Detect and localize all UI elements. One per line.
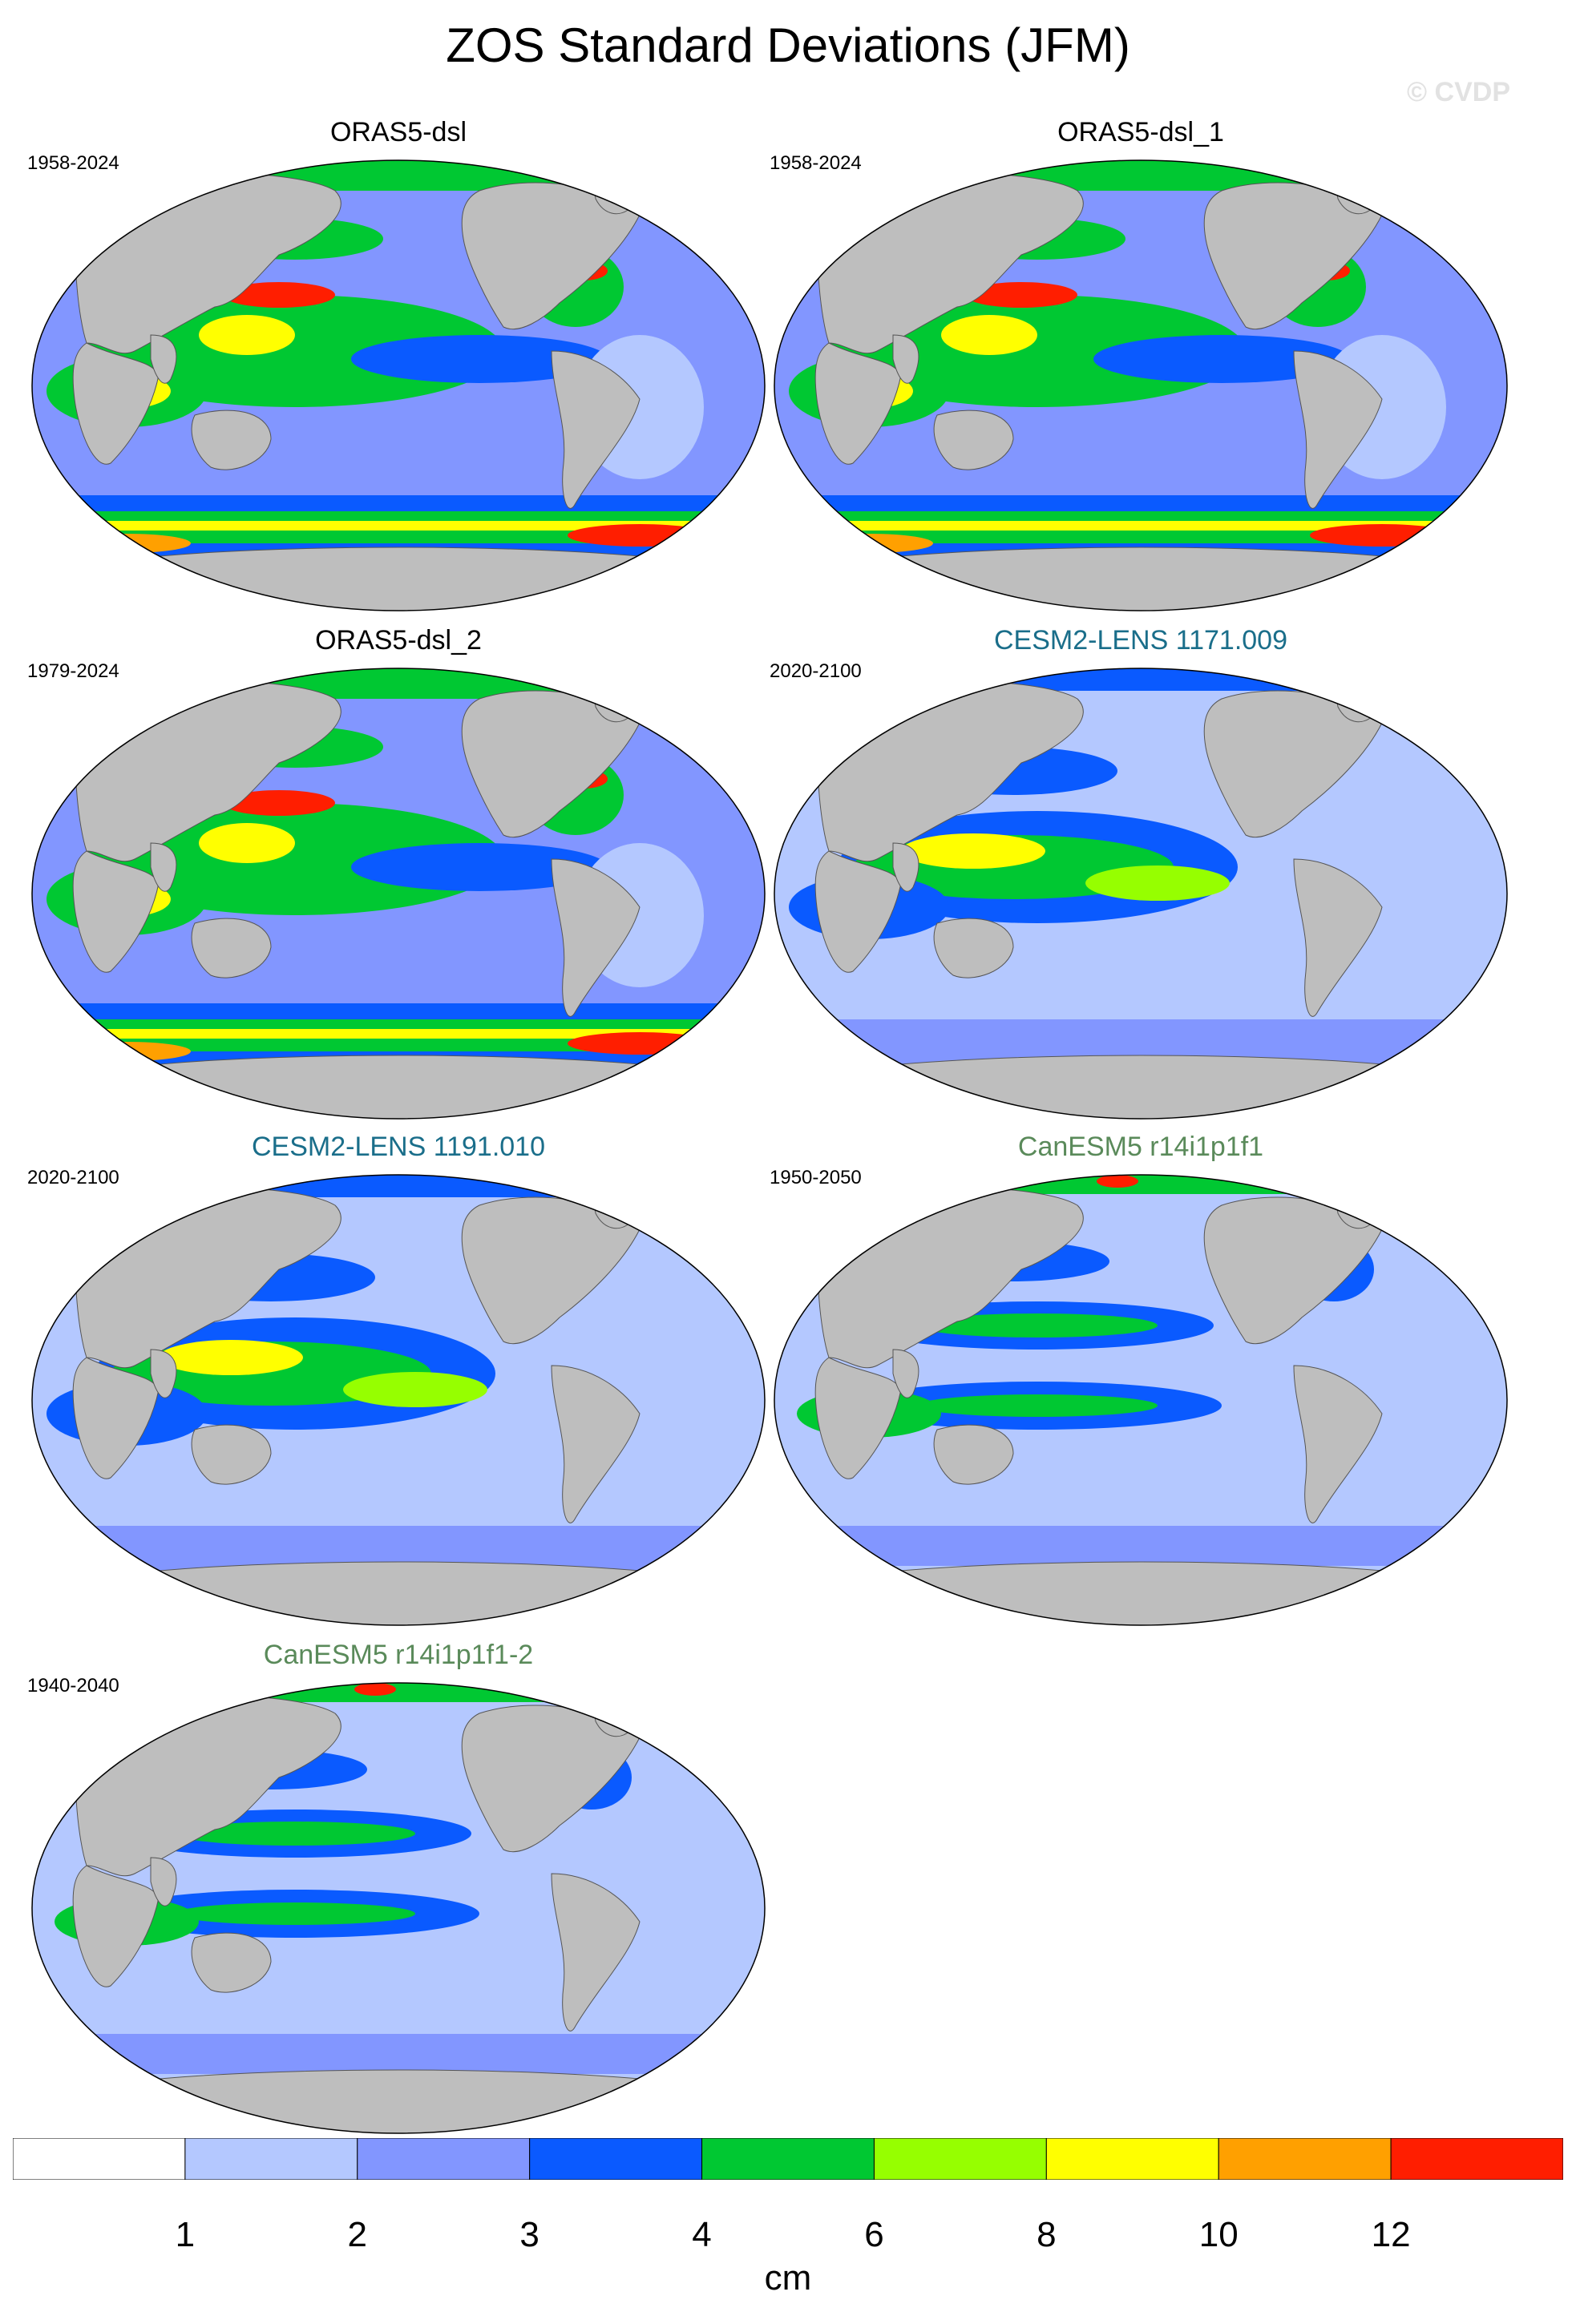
colorbar-swatch bbox=[1045, 2138, 1219, 2180]
world-map bbox=[31, 1682, 766, 2134]
panel-title: CanESM5 r14i1p1f1 bbox=[1017, 1132, 1264, 1162]
map-panel: ORAS5-dsl 1958-2024 bbox=[27, 117, 770, 614]
landmass bbox=[1293, 350, 1383, 509]
colorbar-tick-label: 3 bbox=[519, 2215, 539, 2254]
panel-years: 1950-2050 bbox=[770, 1167, 862, 1188]
landmass bbox=[72, 342, 160, 465]
landmass bbox=[1293, 858, 1383, 1017]
landmass bbox=[150, 1349, 177, 1398]
landmass bbox=[125, 547, 673, 611]
watermark: © CVDP bbox=[1407, 77, 1510, 107]
colorbar-tick-label: 10 bbox=[1198, 2215, 1239, 2254]
map-panel: CanESM5 r14i1p1f1-2 1940-2040 bbox=[27, 1640, 770, 2136]
colorbar-swatch bbox=[873, 2138, 1047, 2180]
landmass bbox=[72, 850, 160, 973]
landmass bbox=[125, 1055, 673, 1119]
colorbar-swatch bbox=[13, 2138, 186, 2180]
world-map bbox=[31, 1174, 766, 1626]
landmass bbox=[867, 1561, 1415, 1625]
colorbar-swatch bbox=[1218, 2138, 1392, 2180]
colorbar-swatch bbox=[529, 2138, 703, 2180]
map-panel: ORAS5-dsl_2 1979-2024 bbox=[27, 625, 770, 1122]
landmass bbox=[551, 350, 641, 509]
panel-years: 1958-2024 bbox=[770, 152, 862, 174]
colorbar-tick-label: 8 bbox=[1037, 2215, 1057, 2254]
panel-years: 2020-2100 bbox=[27, 1167, 119, 1188]
colorbar-tick-label: 4 bbox=[692, 2215, 712, 2254]
map-panel: ORAS5-dsl_1 1958-2024 bbox=[770, 117, 1512, 614]
landmass bbox=[814, 850, 902, 973]
landmass bbox=[867, 1055, 1415, 1119]
world-map bbox=[774, 668, 1508, 1120]
landmass bbox=[892, 334, 919, 384]
panel-title: ORAS5-dsl bbox=[329, 117, 467, 147]
colorbar-tick-label: 2 bbox=[347, 2215, 368, 2254]
landmass bbox=[150, 1857, 177, 1906]
panel-years: 1958-2024 bbox=[27, 152, 119, 174]
landmass bbox=[191, 1932, 272, 1993]
landmass bbox=[814, 342, 902, 465]
colorbar-tick-label: 12 bbox=[1371, 2215, 1411, 2254]
colorbar-units: cm bbox=[764, 2258, 812, 2298]
landmass bbox=[191, 410, 272, 470]
landmass bbox=[72, 1357, 160, 1479]
world-map bbox=[774, 1174, 1508, 1626]
landmass bbox=[150, 842, 177, 892]
colorbar-tick-label: 1 bbox=[175, 2215, 196, 2254]
world-map bbox=[31, 668, 766, 1120]
panel-title: ORAS5-dsl_2 bbox=[315, 625, 482, 656]
map-panel: CESM2-LENS 1171.009 2020-2100 bbox=[770, 625, 1512, 1122]
panel-years: 1940-2040 bbox=[27, 1675, 119, 1697]
colorbar-tick-label: 6 bbox=[864, 2215, 884, 2254]
landmass bbox=[1293, 1365, 1383, 1523]
map-panel: CanESM5 r14i1p1f1 1950-2050 bbox=[770, 1132, 1512, 1628]
landmass bbox=[933, 1424, 1014, 1485]
world-map bbox=[31, 159, 766, 611]
landmass bbox=[933, 410, 1014, 470]
landmass bbox=[191, 918, 272, 978]
landmass bbox=[551, 1365, 641, 1523]
landmass bbox=[125, 2069, 673, 2133]
colorbar-swatch bbox=[357, 2138, 531, 2180]
landmass bbox=[125, 1561, 673, 1625]
landmass bbox=[933, 918, 1014, 978]
map-panel: CESM2-LENS 1191.010 2020-2100 bbox=[27, 1132, 770, 1628]
landmass bbox=[191, 1424, 272, 1485]
landmass bbox=[892, 1349, 919, 1398]
figure-title: ZOS Standard Deviations (JFM) bbox=[446, 18, 1130, 72]
landmass bbox=[892, 842, 919, 892]
panel-title: ORAS5-dsl_1 bbox=[1057, 117, 1224, 147]
panel-title: CESM2-LENS 1171.009 bbox=[993, 625, 1287, 656]
landmass bbox=[867, 547, 1415, 611]
colorbar-swatch bbox=[701, 2138, 875, 2180]
panel-title: CanESM5 r14i1p1f1-2 bbox=[263, 1640, 534, 1670]
landmass bbox=[72, 1865, 160, 1987]
landmass bbox=[814, 1357, 902, 1479]
colorbar-swatch bbox=[184, 2138, 358, 2180]
colorbar-swatch bbox=[1390, 2138, 1563, 2180]
landmass bbox=[551, 858, 641, 1017]
landmass bbox=[551, 1873, 641, 2031]
world-map bbox=[774, 159, 1508, 611]
panel-years: 2020-2100 bbox=[770, 660, 862, 682]
landmass bbox=[150, 334, 177, 384]
colorbar bbox=[13, 2138, 1563, 2180]
panel-title: CESM2-LENS 1191.010 bbox=[251, 1132, 545, 1162]
panel-years: 1979-2024 bbox=[27, 660, 119, 682]
